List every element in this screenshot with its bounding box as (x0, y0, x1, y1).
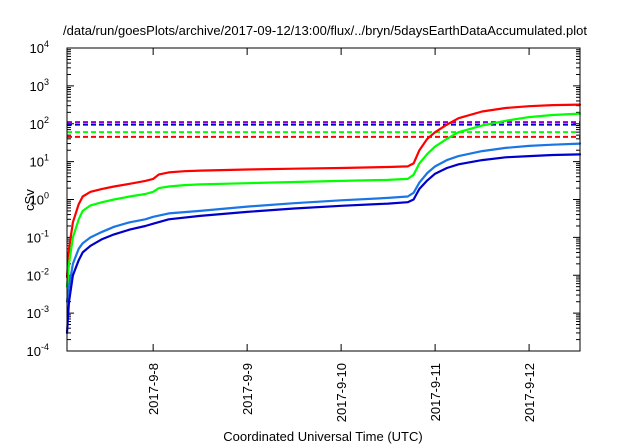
y-tick-exponent: 3 (44, 77, 49, 87)
y-tick-label: 10-3 (27, 304, 49, 321)
y-tick-exponent: -2 (41, 266, 49, 276)
series-line (65, 153, 582, 334)
y-tick-label: 10-2 (27, 266, 49, 283)
series-line (65, 142, 582, 303)
plot-frame (66, 47, 581, 352)
x-tick-label: 2017-9-10 (334, 363, 349, 422)
chart-title: /data/run/goesPlots/archive/2017-09-12/1… (63, 23, 587, 38)
y-tick-exponent: -4 (41, 342, 49, 352)
x-tick-label: 2017-9-12 (522, 363, 537, 422)
series-line (65, 103, 582, 279)
y-tick-label: 104 (30, 39, 49, 56)
y-tick-exponent: -1 (41, 228, 49, 238)
y-tick-exponent: -3 (41, 304, 49, 314)
x-tick-label: 2017-9-9 (240, 363, 255, 415)
y-tick-label: 10-1 (27, 228, 49, 245)
series-line (65, 112, 582, 288)
y-axis-label: cSv (22, 189, 37, 211)
y-tick-exponent: 0 (44, 191, 49, 201)
y-tick-label: 100 (30, 191, 49, 208)
y-tick-label: 10-4 (27, 342, 49, 359)
x-axis-label: Coordinated Universal Time (UTC) (223, 429, 422, 444)
y-tick-label: 102 (30, 115, 49, 132)
y-tick-exponent: 2 (44, 115, 49, 125)
y-tick-exponent: 4 (44, 39, 49, 49)
x-tick-label: 2017-9-8 (146, 363, 161, 415)
y-tick-exponent: 1 (44, 153, 49, 163)
y-tick-label: 103 (30, 77, 49, 94)
y-tick-label: 101 (30, 153, 49, 170)
x-tick-label: 2017-9-11 (428, 363, 443, 421)
